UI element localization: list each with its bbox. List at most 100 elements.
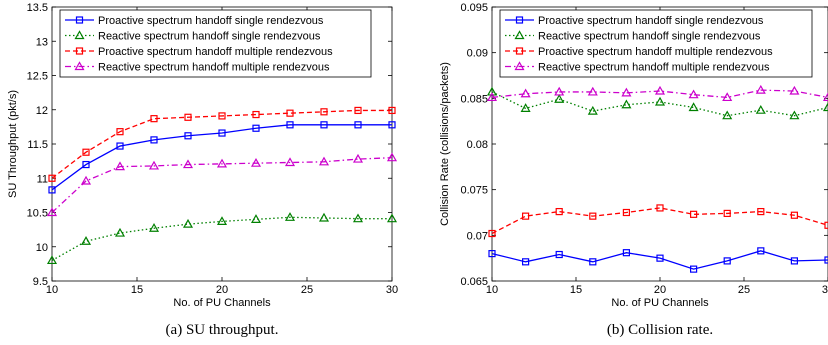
legend-box — [499, 9, 813, 78]
legend-item: Reactive spectrum handoff multiple rende… — [505, 61, 770, 74]
x-tick-label: 20 — [654, 284, 666, 296]
data-point — [689, 210, 698, 218]
y-tick-label: 11.5 — [27, 139, 48, 151]
data-point — [352, 153, 364, 163]
y-tick-label: 0.08 — [467, 139, 488, 151]
data-point — [488, 250, 496, 258]
legend-marker — [74, 30, 85, 40]
data-point — [218, 112, 226, 120]
data-point — [555, 207, 563, 216]
series-line — [51, 216, 392, 262]
data-point — [216, 158, 228, 168]
legend-marker — [514, 30, 525, 40]
legend-item: Proactive spectrum handoff multiple rend… — [505, 46, 773, 58]
data-point — [757, 247, 765, 255]
series-1 — [488, 247, 828, 273]
chart-su-throughput: 10 15 20 25 309.51010.51111.51212.51313.5No.… — [7, 2, 398, 338]
legend-item: Proactive spectrum handoff single rendez… — [65, 15, 324, 27]
legend-box — [59, 9, 372, 78]
data-point — [286, 121, 294, 129]
data-point — [150, 136, 158, 144]
y-tick-label: 0.095 — [460, 2, 488, 14]
data-point — [252, 110, 260, 119]
y-tick-label: 0.075 — [460, 185, 488, 197]
legend-item: Reactive spectrum handoff single rendezv… — [65, 30, 321, 43]
data-point — [622, 208, 631, 217]
data-point — [320, 121, 328, 129]
legend-label: Proactive spectrum handoff multiple rend… — [538, 46, 773, 58]
data-point — [116, 128, 124, 136]
data-point — [723, 257, 731, 265]
y-tick-label: 13.5 — [27, 2, 48, 14]
data-point — [286, 109, 294, 117]
data-point — [790, 211, 799, 219]
legend-item: Reactive spectrum handoff single rendezv… — [505, 30, 761, 43]
data-point — [150, 115, 158, 123]
data-point — [822, 92, 828, 102]
data-point — [114, 227, 126, 237]
legend-item: Proactive spectrum handoff single rendez… — [505, 15, 764, 27]
data-point — [790, 257, 799, 265]
legend-label: Reactive spectrum handoff single rendezv… — [538, 31, 761, 43]
data-point — [757, 207, 765, 216]
data-point — [822, 102, 828, 112]
data-point — [521, 258, 530, 266]
data-point — [320, 108, 328, 116]
x-tick-label: 10 — [486, 284, 498, 296]
legend-marker — [75, 16, 84, 24]
y-tick-label: 11 — [37, 173, 48, 185]
series-line — [491, 91, 828, 117]
data-point — [722, 110, 733, 120]
figure-caption: (a) SU throughput. — [166, 322, 279, 338]
data-point — [388, 106, 396, 115]
series-4 — [46, 152, 398, 217]
data-point — [184, 132, 192, 140]
data-point — [386, 213, 398, 223]
data-point — [148, 223, 160, 232]
series-line — [51, 157, 393, 213]
data-point — [520, 103, 531, 112]
data-point — [689, 265, 698, 273]
legend-marker — [515, 47, 524, 55]
x-axis-label: No. of PU Channels — [173, 297, 271, 309]
data-point — [824, 221, 828, 229]
series-3 — [48, 106, 396, 182]
data-point — [789, 110, 800, 120]
y-axis-label: Collision Rate (collisions/packets) — [439, 62, 451, 226]
y-tick-label: 12.5 — [27, 71, 48, 83]
legend-label: Reactive spectrum handoff single rendezv… — [98, 31, 321, 43]
data-point — [284, 212, 296, 221]
x-tick-label: 15 — [131, 284, 143, 296]
data-point — [656, 204, 664, 212]
data-point — [587, 105, 598, 115]
data-point — [688, 102, 699, 112]
series-1 — [48, 121, 396, 194]
series-3 — [488, 204, 828, 238]
legend-marker — [515, 16, 524, 24]
data-point — [656, 254, 664, 262]
data-point — [354, 106, 362, 115]
data-point — [318, 212, 330, 222]
y-tick-label: 9.5 — [33, 276, 48, 288]
data-point — [654, 96, 666, 106]
data-point — [554, 86, 565, 96]
series-2 — [46, 212, 398, 265]
x-tick-label: 10 — [46, 284, 58, 296]
data-point — [48, 186, 56, 194]
data-point — [148, 160, 160, 170]
data-point — [182, 159, 194, 169]
data-point — [386, 152, 398, 162]
data-point — [755, 104, 766, 114]
legend-marker — [74, 61, 85, 71]
chart-collision-rate: 10 15 20 25 30 0.065 0.07 0.075 0.08 0.085 0.09 0.0… — [439, 2, 828, 338]
data-point — [116, 142, 124, 150]
x-axis-label: No. of PU Channels — [611, 297, 709, 309]
legend-label: Reactive spectrum handoff multiple rende… — [538, 62, 770, 74]
data-point — [654, 85, 666, 95]
figure-caption: (b) Collision rate. — [607, 322, 713, 338]
data-point — [622, 249, 631, 257]
series-line — [51, 109, 392, 179]
data-point — [486, 92, 498, 102]
data-point — [284, 157, 296, 167]
data-point — [218, 129, 226, 137]
